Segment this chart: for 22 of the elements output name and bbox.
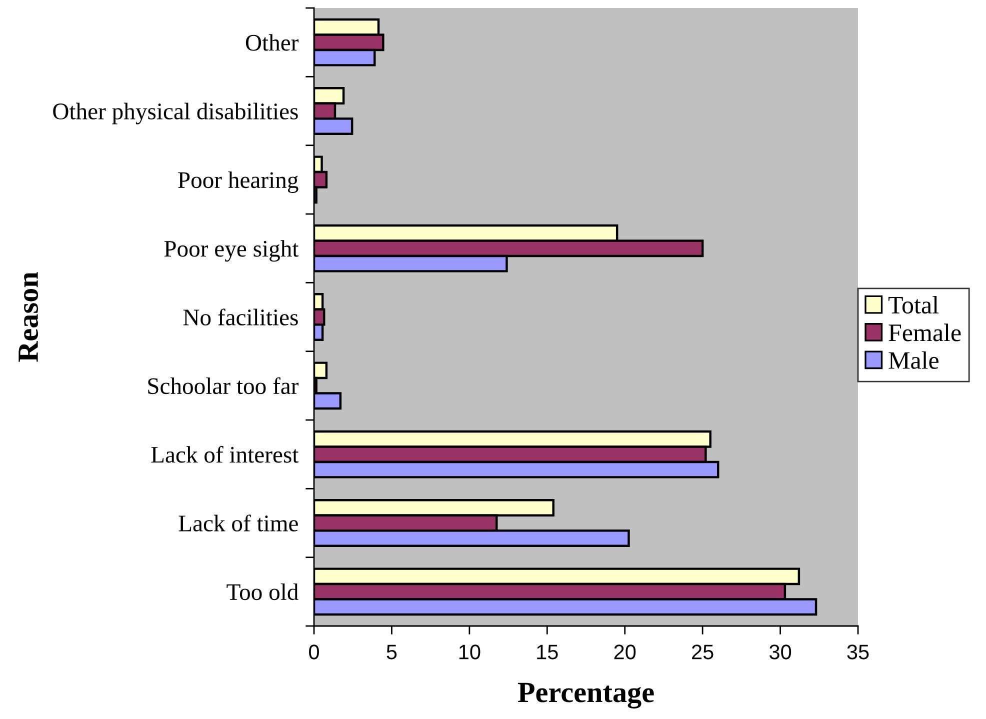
x-tick-label: 0 <box>309 644 319 660</box>
y-axis-title: Reason <box>18 272 38 362</box>
y-tick-label: Other <box>246 34 299 51</box>
x-axis-title: Percentage <box>518 682 654 708</box>
x-tick-label: 20 <box>614 644 636 660</box>
y-tick-label: Poor hearing <box>178 171 298 193</box>
y-tick-label: Schoolar too far <box>148 377 299 394</box>
y-tick-label: Lack of interest <box>151 446 299 463</box>
legend-label: Total <box>888 296 939 314</box>
x-tick-label: 35 <box>847 644 869 660</box>
x-tick-label: 5 <box>386 644 397 660</box>
x-tick-label: 30 <box>769 644 792 660</box>
y-tick-label: No facilities <box>183 308 298 326</box>
x-tick-label: 25 <box>692 644 714 660</box>
y-tick-label: Poor eye sight <box>164 240 299 262</box>
y-tick-label: Other physical disabilities <box>53 102 298 124</box>
legend-label: Male <box>888 351 938 369</box>
legend-label: Female <box>888 324 961 342</box>
y-tick-label: Too old <box>226 583 298 600</box>
x-tick-label: 10 <box>459 644 480 660</box>
y-tick-label: Lack of time <box>178 514 298 532</box>
x-tick-label: 15 <box>537 644 558 660</box>
